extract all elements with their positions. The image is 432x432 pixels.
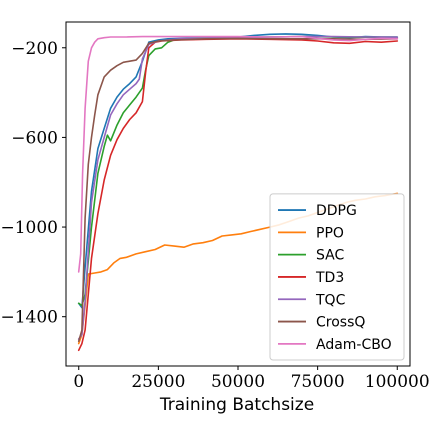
legend-label: SAC [316,248,344,264]
x-tick-label: 75000 [291,372,345,392]
y-tick-label: −600 [11,128,58,148]
legend: DDPG PPO SAC TD3 TQC CrossQ Adam-CBO [269,193,405,361]
y-tick-label: −1400 [0,308,58,328]
legend-label: TQC [315,292,346,308]
x-axis: 0 25000 50000 75000 100000 [73,366,430,392]
x-axis-label: Training Batchsize [159,395,314,415]
legend-label: DDPG [316,203,357,219]
legend-label: Adam-CBO [316,337,392,353]
y-axis: −200 −600 −1000 −1400 [0,39,66,328]
x-tick-label: 50000 [211,372,265,392]
series-line-crossq [77,37,399,343]
y-tick-label: −200 [11,39,58,59]
legend-label: CrossQ [316,315,365,331]
series-line-td3 [77,37,399,352]
legend-label: TD3 [315,270,344,286]
y-tick-label: −1000 [0,218,58,238]
legend-label: PPO [316,225,344,241]
x-tick-label: 0 [73,372,84,392]
x-tick-label: 25000 [131,372,185,392]
x-tick-label: 100000 [365,372,430,392]
legend-box [269,193,405,361]
series-line-adam-cbo [77,35,399,273]
